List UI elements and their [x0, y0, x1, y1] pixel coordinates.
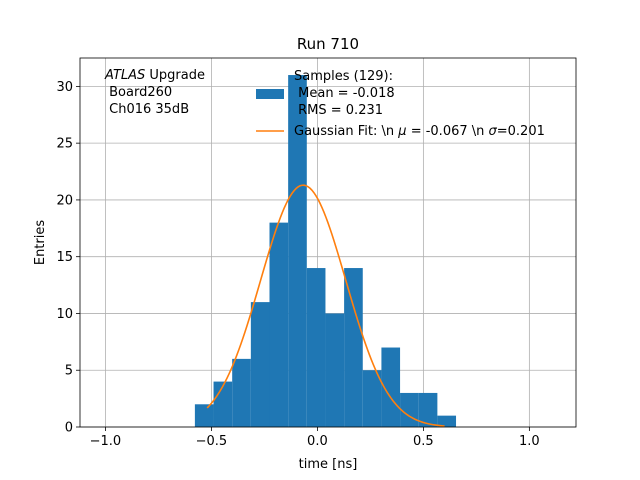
histogram-bar	[344, 268, 363, 427]
y-tick-label: 10	[56, 307, 73, 322]
annotation-board: Board260	[105, 85, 172, 100]
legend-samples-rms: RMS = 0.231	[294, 103, 383, 118]
histogram-bar	[381, 347, 401, 427]
legend: Samples (129): Mean = -0.018 RMS = 0.231…	[256, 69, 545, 139]
annotation-line-1: ATLAS Upgrade	[104, 68, 205, 83]
histogram-bar	[232, 358, 251, 427]
histogram-bar	[418, 392, 438, 427]
x-tick-label: −1.0	[90, 434, 122, 449]
annotation-atlas: ATLAS	[104, 68, 145, 83]
y-axis-ticks: 0 5 10 15 20 25 30	[56, 80, 80, 436]
legend-samples-label: Samples (129):	[294, 69, 393, 84]
histogram-bar	[213, 381, 233, 427]
histogram-bars	[194, 75, 457, 428]
y-tick-label: 30	[56, 80, 73, 95]
histogram-bar	[194, 404, 214, 427]
x-tick-label: 1.0	[519, 434, 540, 449]
y-tick-label: 20	[56, 193, 73, 208]
legend-fit-part-2: = -0.067 \n	[407, 124, 489, 139]
legend-samples-swatch	[256, 89, 284, 99]
legend-samples-mean: Mean = -0.018	[294, 86, 395, 101]
y-tick-label: 15	[56, 250, 73, 265]
y-tick-label: 25	[56, 137, 73, 152]
annotation-channel: Ch016 35dB	[105, 102, 189, 117]
legend-fit-part-3: =0.201	[497, 124, 545, 139]
histogram-bar	[325, 313, 345, 427]
x-tick-label: 0.5	[413, 434, 434, 449]
x-axis-ticks: −1.0 −0.5 0.0 0.5 1.0	[90, 427, 540, 449]
plot-frame	[79, 57, 577, 428]
chart-title: Run 710	[297, 35, 359, 53]
y-tick-label: 5	[65, 364, 73, 379]
x-tick-label: 0.0	[307, 434, 328, 449]
histogram-bar	[400, 392, 419, 427]
x-axis-label: time [ns]	[299, 457, 358, 472]
histogram-bar	[269, 222, 289, 427]
histogram-bar	[437, 415, 457, 427]
atlas-annotation: ATLAS Upgrade Board260 Ch016 35dB	[104, 68, 205, 117]
annotation-upgrade: Upgrade	[145, 68, 205, 83]
legend-fit-part-1: Gaussian Fit: \n	[294, 124, 398, 139]
y-tick-label: 0	[65, 421, 73, 436]
legend-fit-mu: μ	[397, 124, 406, 139]
legend-fit-label: Gaussian Fit: \n μ = -0.067 \n σ=0.201	[294, 124, 545, 139]
histogram-bar	[306, 268, 326, 427]
histogram-bar	[250, 302, 270, 427]
histogram-bar	[288, 75, 307, 428]
gaussian-fit-curve	[206, 184, 445, 427]
y-axis-label: Entries	[33, 220, 48, 266]
legend-fit-sigma: σ	[489, 124, 498, 139]
x-tick-label: −0.5	[196, 434, 228, 449]
histogram-bar	[362, 370, 382, 427]
